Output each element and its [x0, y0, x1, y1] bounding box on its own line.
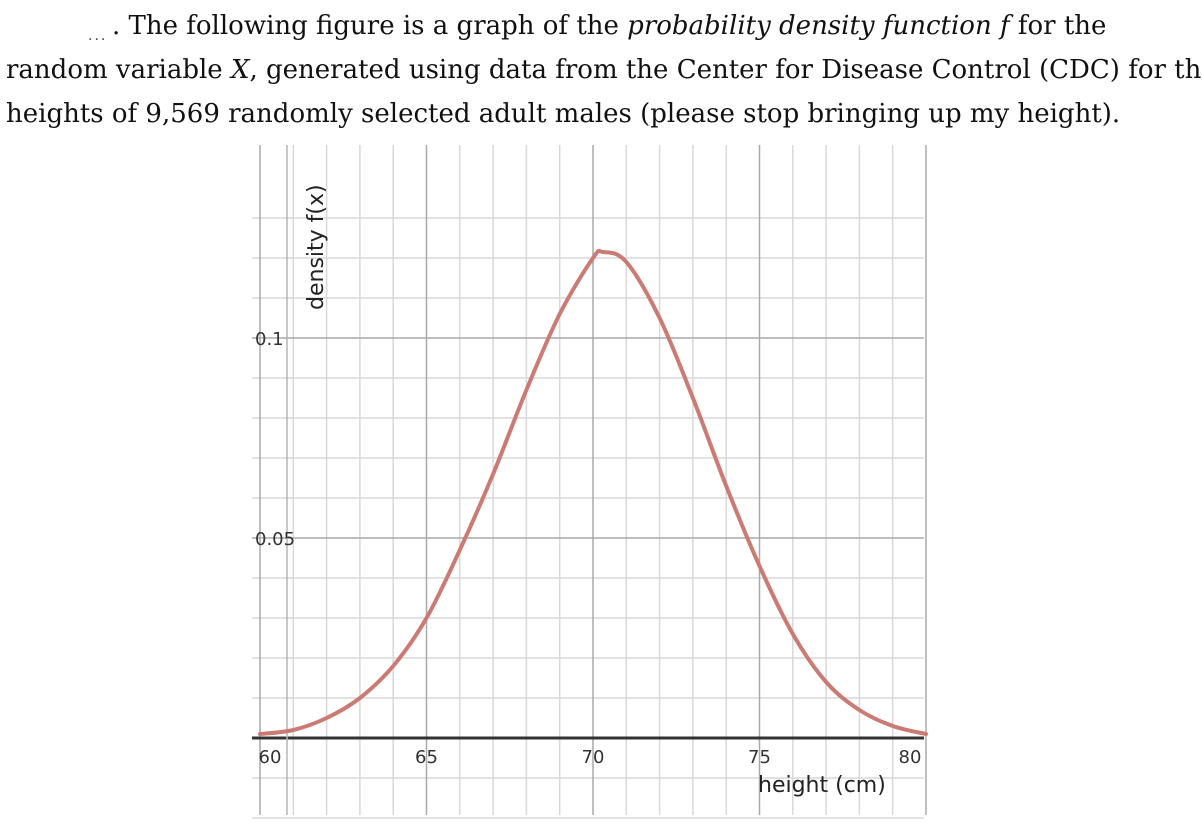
x-tick-label: 60 — [259, 747, 282, 768]
emphasized-term: probability density function f — [627, 11, 1010, 41]
x-axis-label: height (cm) — [758, 773, 886, 798]
x-tick-label: 80 — [899, 747, 922, 768]
problem-line-2: random variable X, generated using data … — [6, 55, 1202, 85]
grid-major — [252, 145, 927, 815]
y-tick-label: 0.1 — [255, 329, 284, 350]
random-variable: X — [230, 55, 250, 85]
y-axis-label: density f(x) — [304, 184, 329, 310]
problem-number-marker: ... — [88, 28, 108, 44]
grid-minor — [252, 145, 924, 819]
y-tick-label: 0.05 — [255, 529, 295, 550]
x-tick-label: 70 — [582, 747, 605, 768]
axes — [252, 145, 924, 815]
problem-statement: ... . The following figure is a graph of… — [6, 4, 1202, 136]
problem-line-1: . The following figure is a graph of the… — [112, 11, 1107, 41]
x-tick-label: 75 — [748, 747, 771, 768]
x-tick-label: 65 — [415, 747, 438, 768]
tick-labels: 60 65 70 75 80 0.05 0.1 — [255, 329, 921, 768]
problem-line-3: heights of 9,569 randomly selected adult… — [6, 99, 1121, 129]
density-curve — [258, 248, 928, 736]
series-layer — [258, 248, 928, 736]
